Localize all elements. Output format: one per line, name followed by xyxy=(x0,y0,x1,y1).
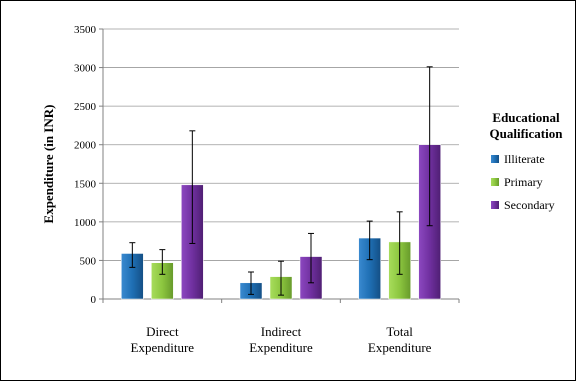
legend-swatch-secondary xyxy=(491,201,499,209)
legend-title: Educational xyxy=(492,110,560,125)
error-bars xyxy=(129,66,433,296)
legend-label-illiterate: Illiterate xyxy=(504,152,545,166)
y-axis-title: Expenditure (in INR) xyxy=(41,105,56,224)
y-tick-label: 3000 xyxy=(74,63,97,75)
y-tick-label: 2000 xyxy=(74,140,97,152)
y-tick-label: 0 xyxy=(91,294,97,306)
category-label: Expenditure xyxy=(368,340,432,355)
gridlines xyxy=(103,28,459,261)
legend-title: Qualification xyxy=(490,126,564,141)
legend-label-secondary: Secondary xyxy=(504,198,555,212)
legend-swatch-primary xyxy=(491,178,499,186)
category-label: Expenditure xyxy=(249,340,313,355)
category-label: Indirect xyxy=(261,324,302,339)
legend-label-primary: Primary xyxy=(504,175,543,189)
category-label: Expenditure xyxy=(131,340,195,355)
category-label: Direct xyxy=(146,324,179,339)
y-tick-label: 1500 xyxy=(74,178,97,190)
category-label: Total xyxy=(386,324,413,339)
y-tick-label: 500 xyxy=(80,255,97,267)
x-axis-category-labels: DirectExpenditureIndirectExpenditureTota… xyxy=(131,324,432,355)
legend-swatch-illiterate xyxy=(491,155,499,163)
y-tick-label: 2500 xyxy=(74,101,97,113)
y-tick-label: 1000 xyxy=(74,217,97,229)
y-axis-tick-labels: 0 500 1000 1500 2000 2500 3000 3500 xyxy=(74,24,97,306)
y-tick-label: 3500 xyxy=(74,24,97,36)
